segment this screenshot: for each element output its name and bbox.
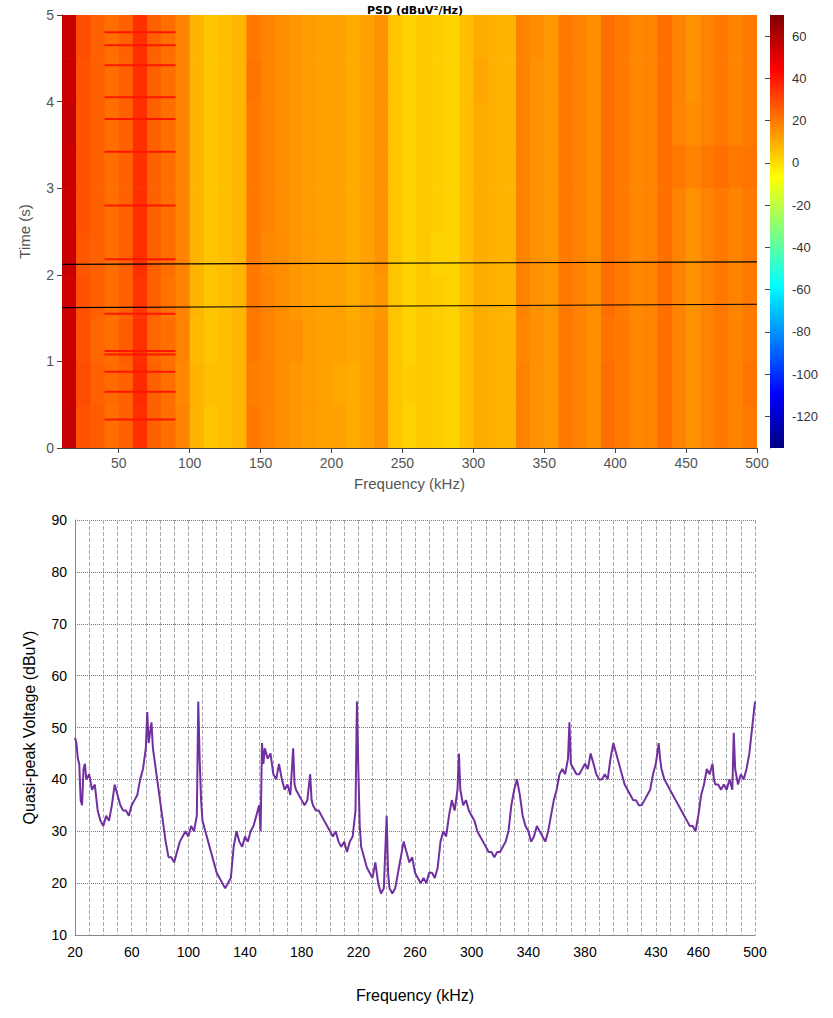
svg-text:40: 40 [51, 771, 67, 787]
svg-text:450: 450 [674, 455, 698, 471]
svg-text:150: 150 [249, 455, 273, 471]
svg-text:1: 1 [46, 353, 54, 369]
svg-text:30: 30 [51, 823, 67, 839]
svg-text:200: 200 [320, 455, 344, 471]
svg-text:180: 180 [290, 944, 314, 960]
svg-text:4: 4 [46, 94, 54, 110]
svg-text:260: 260 [403, 944, 427, 960]
svg-text:500: 500 [745, 455, 769, 471]
svg-text:3: 3 [46, 180, 54, 196]
svg-text:-100: -100 [792, 367, 818, 382]
svg-text:0: 0 [792, 155, 799, 170]
svg-text:90: 90 [51, 512, 67, 528]
svg-text:250: 250 [391, 455, 415, 471]
svg-text:60: 60 [792, 29, 806, 44]
svg-text:140: 140 [233, 944, 257, 960]
svg-text:40: 40 [792, 71, 806, 86]
svg-text:20: 20 [792, 113, 806, 128]
svg-text:10: 10 [51, 927, 67, 943]
svg-text:20: 20 [67, 944, 83, 960]
svg-text:60: 60 [51, 668, 67, 684]
svg-text:20: 20 [51, 875, 67, 891]
svg-text:350: 350 [533, 455, 557, 471]
svg-text:500: 500 [743, 944, 767, 960]
svg-text:0: 0 [46, 440, 54, 456]
svg-text:-80: -80 [792, 324, 811, 339]
svg-text:50: 50 [51, 720, 67, 736]
svg-text:-120: -120 [792, 409, 818, 424]
svg-text:300: 300 [460, 944, 484, 960]
svg-text:2: 2 [46, 267, 54, 283]
svg-text:PSD (dBuV²/Hz): PSD (dBuV²/Hz) [367, 4, 463, 17]
svg-text:60: 60 [124, 944, 140, 960]
svg-text:380: 380 [573, 944, 597, 960]
svg-text:70: 70 [51, 616, 67, 632]
svg-text:340: 340 [517, 944, 541, 960]
svg-text:Frequency (kHz): Frequency (kHz) [356, 987, 474, 1004]
svg-text:-20: -20 [792, 198, 811, 213]
svg-text:-40: -40 [792, 240, 811, 255]
svg-text:-60: -60 [792, 282, 811, 297]
svg-text:100: 100 [178, 455, 202, 471]
svg-text:Frequency (kHz): Frequency (kHz) [354, 475, 465, 492]
svg-text:300: 300 [462, 455, 486, 471]
svg-text:5: 5 [46, 7, 54, 23]
svg-text:50: 50 [111, 455, 127, 471]
svg-text:430: 430 [644, 944, 668, 960]
svg-text:400: 400 [603, 455, 627, 471]
svg-text:460: 460 [687, 944, 711, 960]
svg-text:Quasi-peak Voltage (dBuV): Quasi-peak Voltage (dBuV) [21, 631, 38, 825]
svg-text:220: 220 [347, 944, 371, 960]
svg-text:100: 100 [177, 944, 201, 960]
svg-text:Time (s): Time (s) [16, 204, 33, 258]
svg-text:80: 80 [51, 564, 67, 580]
